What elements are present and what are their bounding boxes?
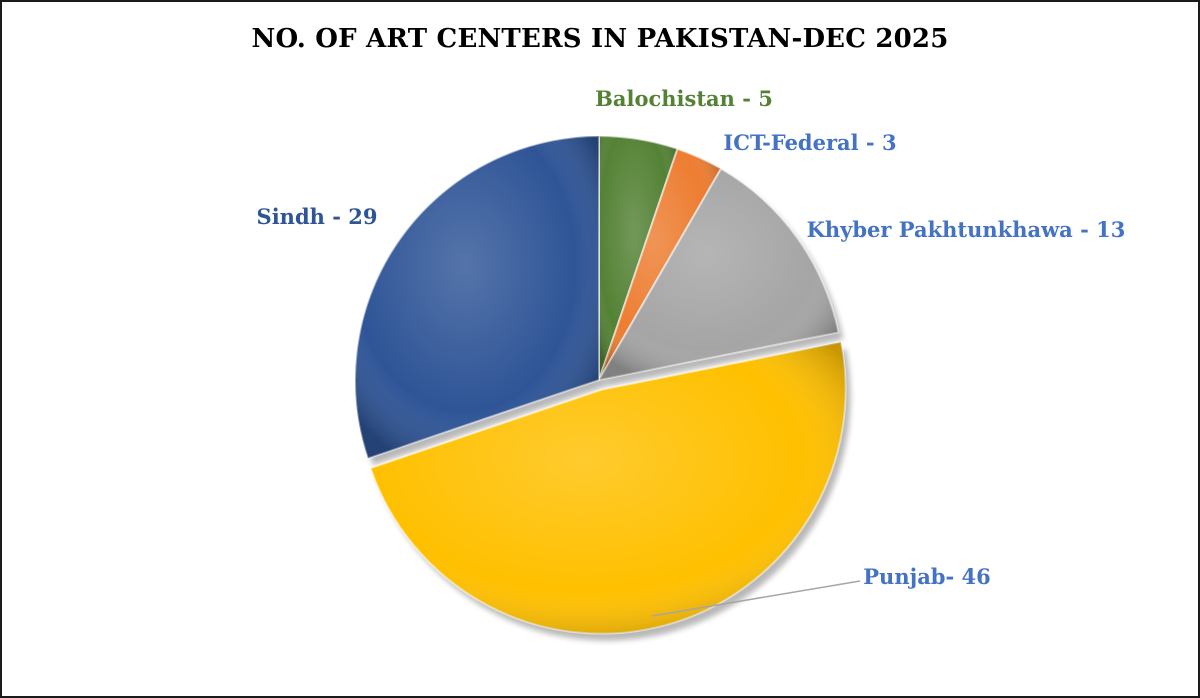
pie-slice-bevel [355, 136, 599, 459]
data-label-sindh: Sindh - 29 [257, 204, 378, 229]
chart-title: NO. OF ART CENTERS IN PAKISTAN-DEC 2025 [251, 24, 949, 54]
data-label-balochistan: Balochistan - 5 [595, 86, 773, 111]
pie-slice-bevel [599, 168, 839, 380]
pie-slice-bevel [599, 136, 678, 380]
leader-line [651, 580, 861, 617]
data-label-khyber-pakhtunkhawa: Khyber Pakhtunkhawa - 13 [807, 217, 1126, 242]
pie-slice-bevel [370, 342, 846, 634]
data-label-punjab: Punjab- 46 [863, 564, 990, 589]
pie-slice-bevel [599, 148, 721, 380]
data-label-ict-federal: ICT-Federal - 3 [723, 130, 896, 155]
